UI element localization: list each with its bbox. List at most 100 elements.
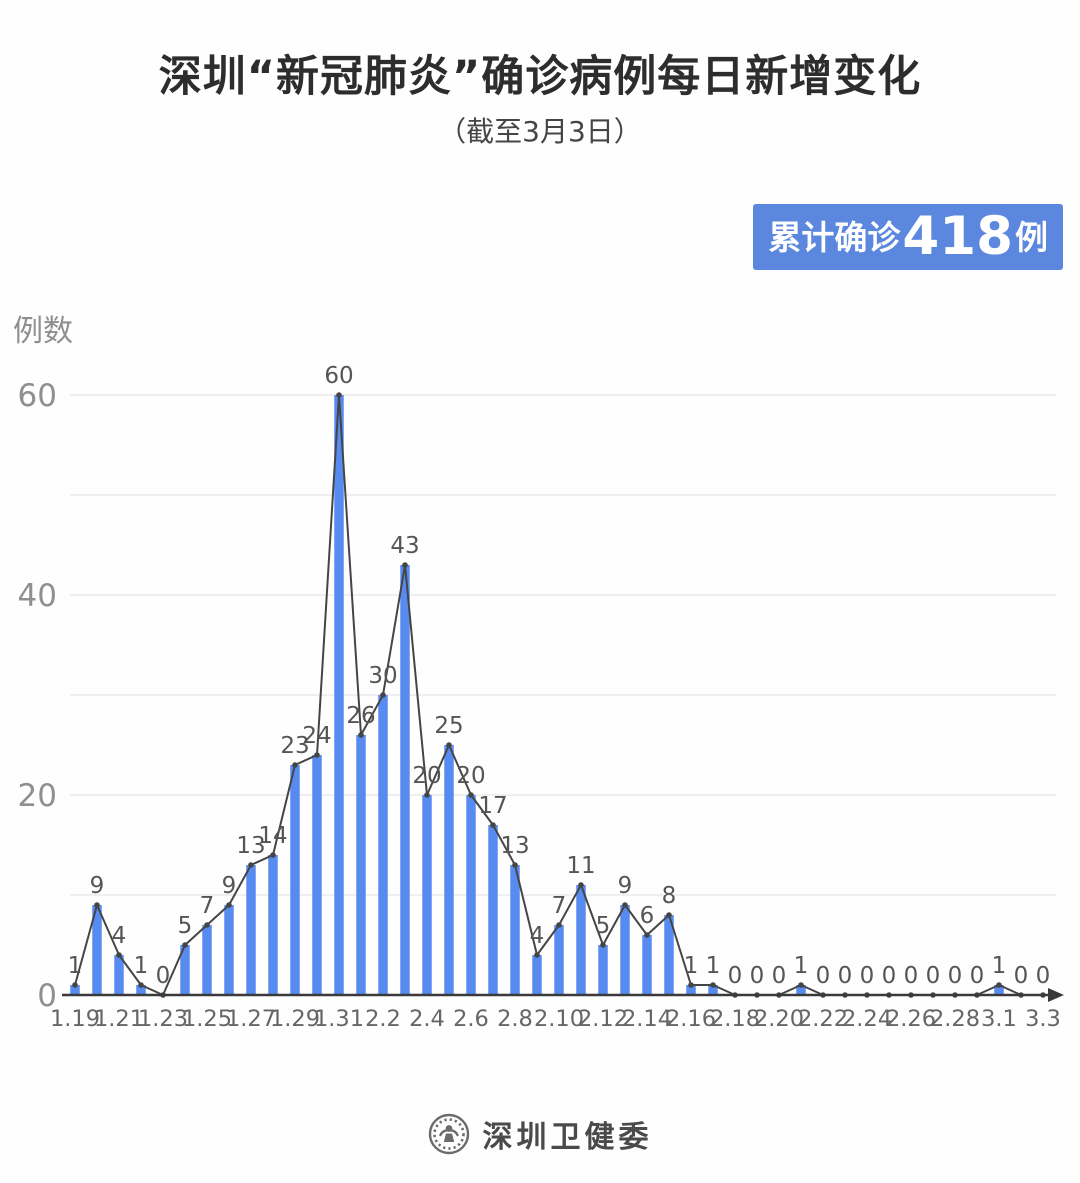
bar-2.3 (400, 565, 410, 995)
data-point-marker (94, 902, 100, 908)
value-label: 0 (882, 963, 897, 989)
value-label: 1 (68, 953, 83, 979)
x-tick-label: 1.31 (314, 1006, 364, 1032)
value-label: 0 (750, 963, 765, 989)
x-tick-label: 2.4 (409, 1006, 445, 1032)
data-point-marker (666, 912, 672, 918)
data-point-marker (688, 982, 694, 988)
value-label: 17 (478, 793, 507, 819)
data-point-marker (710, 982, 716, 988)
x-tick-label: 2.22 (798, 1006, 848, 1032)
bar-1.21 (114, 955, 124, 995)
x-tick-label: 1.29 (270, 1006, 320, 1032)
value-label: 0 (772, 963, 787, 989)
x-tick-label: 1.19 (50, 1006, 100, 1032)
page-subtitle: （截至3月3日） (438, 115, 642, 148)
y-axis-title: 例数 (13, 314, 73, 349)
value-label: 1 (706, 953, 721, 979)
data-point-marker (358, 732, 364, 738)
y-tick-label: 40 (18, 578, 57, 614)
x-tick-label: 2.24 (842, 1006, 892, 1032)
bar-1.26 (224, 905, 234, 995)
value-label: 11 (566, 853, 595, 879)
x-tick-label: 2.8 (497, 1006, 533, 1032)
value-label: 8 (662, 883, 677, 909)
bar-2.8 (510, 865, 520, 995)
x-tick-label: 2.2 (365, 1006, 401, 1032)
bar-1.19 (70, 985, 80, 995)
value-label: 7 (552, 893, 567, 919)
value-label: 60 (324, 363, 353, 389)
x-tick-label: 2.6 (453, 1006, 489, 1032)
data-point-marker (270, 852, 276, 858)
x-tick-label: 2.20 (754, 1006, 804, 1032)
data-point-marker (468, 792, 474, 798)
value-label: 20 (456, 763, 485, 789)
cumulative-confirmed-badge: 累计确诊 418 例 (753, 204, 1063, 270)
data-point-marker (72, 982, 78, 988)
bar-2.17 (708, 985, 718, 995)
value-label: 4 (112, 923, 127, 949)
data-point-marker (380, 692, 386, 698)
footer-org-name: 深圳卫健委 (482, 1120, 653, 1155)
value-label: 0 (728, 963, 743, 989)
data-point-marker (490, 822, 496, 828)
y-tick-label: 60 (18, 378, 57, 414)
bar-2.15 (664, 915, 674, 995)
data-point-marker (600, 942, 606, 948)
value-label: 0 (1014, 963, 1029, 989)
data-point-marker (534, 952, 540, 958)
bar-1.31 (334, 395, 344, 995)
bar-2.14 (642, 935, 652, 995)
value-label: 1 (992, 953, 1007, 979)
x-tick-label: 1.23 (138, 1006, 188, 1032)
value-label: 13 (500, 833, 529, 859)
x-tick-label: 2.14 (622, 1006, 672, 1032)
value-label: 13 (236, 833, 265, 859)
value-label: 5 (178, 913, 193, 939)
bar-1.24 (180, 945, 190, 995)
value-label: 23 (280, 733, 309, 759)
x-tick-label: 1.21 (94, 1006, 144, 1032)
badge-number: 418 (902, 205, 1013, 267)
data-point-marker (446, 742, 452, 748)
bar-1.22 (136, 985, 146, 995)
data-point-marker (798, 982, 804, 988)
value-label: 9 (90, 873, 105, 899)
x-tick-label: 2.16 (666, 1006, 716, 1032)
value-label: 0 (1036, 963, 1051, 989)
data-point-marker (424, 792, 430, 798)
value-label: 0 (156, 963, 171, 989)
data-point-marker (226, 902, 232, 908)
bar-2.11 (576, 885, 586, 995)
data-point-marker (556, 922, 562, 928)
value-label: 0 (838, 963, 853, 989)
shenzhen-health-commission-logo-icon (428, 1113, 469, 1155)
bar-2.5 (444, 745, 454, 995)
value-label: 7 (200, 893, 215, 919)
value-label: 9 (222, 873, 237, 899)
value-label: 1 (684, 953, 699, 979)
value-label: 1 (134, 953, 149, 979)
page-title: 深圳“新冠肺炎”确诊病例每日新增变化 (158, 52, 922, 102)
bar-1.27 (246, 865, 256, 995)
data-point-marker (138, 982, 144, 988)
data-point-marker (578, 882, 584, 888)
data-point-marker (402, 562, 408, 568)
x-tick-label: 1.27 (226, 1006, 276, 1032)
bar-2.13 (620, 905, 630, 995)
value-label: 0 (970, 963, 985, 989)
x-tick-label: 2.28 (930, 1006, 980, 1032)
value-label: 0 (860, 963, 875, 989)
bar-1.29 (290, 765, 300, 995)
value-label: 0 (948, 963, 963, 989)
footer: 深圳卫健委 (0, 1112, 1080, 1156)
data-point-marker (336, 392, 342, 398)
data-point-marker (622, 902, 628, 908)
data-point-marker (996, 982, 1002, 988)
value-label: 14 (258, 823, 287, 849)
bar-2.12 (598, 945, 608, 995)
x-tick-label: 1.25 (182, 1006, 232, 1032)
